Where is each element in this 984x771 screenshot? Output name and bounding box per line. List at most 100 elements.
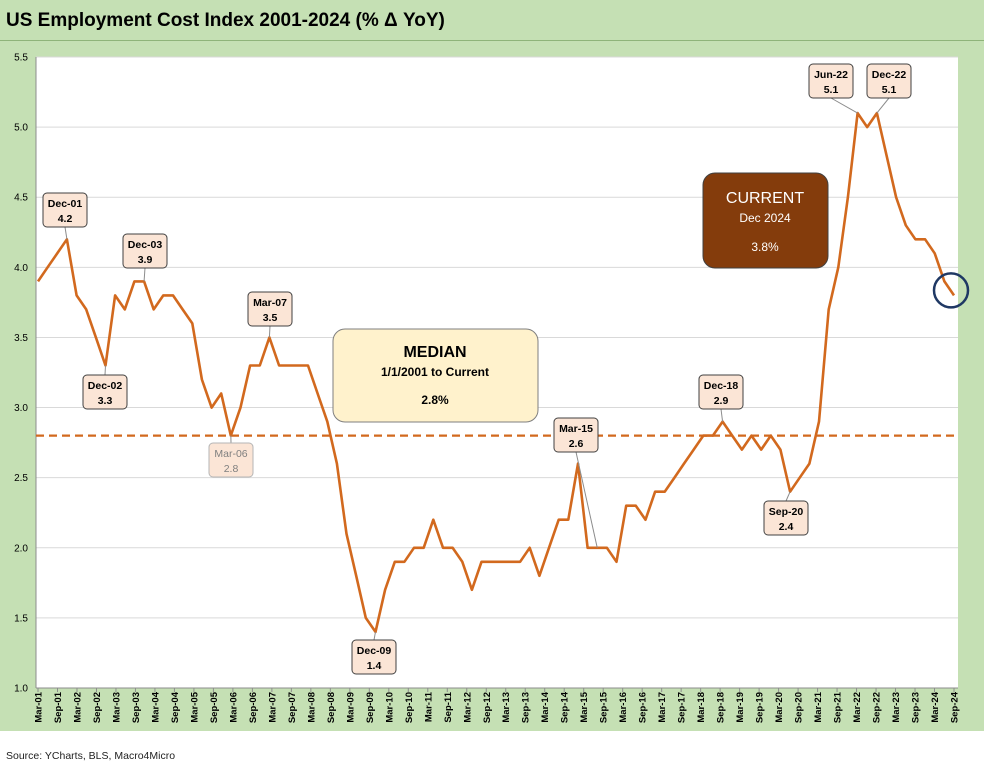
- callout-date: Dec-02: [88, 380, 123, 392]
- data-point: [394, 561, 396, 563]
- data-point: [413, 547, 415, 549]
- data-point: [442, 547, 444, 549]
- data-point: [924, 238, 926, 240]
- data-point: [914, 238, 916, 240]
- series-line: [36, 111, 956, 634]
- data-point: [432, 519, 434, 521]
- data-point: [847, 196, 849, 198]
- data-point: [500, 561, 502, 563]
- data-point: [316, 392, 318, 394]
- callout-label: Dec-18 2.9: [698, 374, 744, 422]
- data-point: [673, 476, 675, 478]
- x-tick-label: Mar-01: [34, 691, 45, 722]
- x-tick-label: Mar-24: [930, 691, 941, 722]
- callout-value: 2.4: [779, 521, 794, 533]
- x-tick-label: Sep-20: [794, 692, 805, 723]
- title-bar: US Employment Cost Index 2001-2024 (% Δ …: [0, 0, 984, 41]
- x-tick-label: Mar-23: [891, 692, 902, 723]
- callout-leader: [268, 325, 271, 338]
- data-point: [895, 196, 897, 198]
- callout-label: Sep-20 2.4: [763, 491, 809, 536]
- callout-label: Dec-09 1.4: [351, 631, 397, 675]
- data-point: [153, 308, 155, 310]
- data-point: [635, 505, 637, 507]
- x-tick-label: Mar-20: [774, 692, 785, 723]
- data-point: [345, 533, 347, 535]
- data-point: [866, 126, 868, 128]
- current-value-circle: [932, 272, 970, 309]
- data-point: [336, 462, 338, 464]
- callout-leader: [575, 451, 598, 548]
- data-point: [586, 547, 588, 549]
- data-point: [480, 561, 482, 563]
- data-point: [201, 378, 203, 380]
- callout-date: Mar-07: [253, 297, 287, 309]
- callout-label: Dec-03 3.9: [122, 233, 168, 282]
- chart-title: US Employment Cost Index 2001-2024 (% Δ …: [6, 10, 445, 31]
- current-box-heading: CURRENT: [726, 190, 804, 207]
- median-box: MEDIAN 1/1/2001 to Current 2.8%: [332, 328, 539, 423]
- callout-value: 5.1: [824, 84, 839, 96]
- x-tick-label: Sep-21: [833, 691, 844, 723]
- data-point: [239, 406, 241, 408]
- y-tick-label: 1.0: [14, 684, 28, 695]
- callout-box: [553, 417, 599, 453]
- callout-value: 2.9: [714, 395, 729, 407]
- data-point: [384, 589, 386, 591]
- x-tick-label: Sep-02: [92, 692, 103, 723]
- median-box-subheading: 1/1/2001 to Current: [381, 365, 489, 379]
- data-point: [770, 434, 772, 436]
- callout-label: Dec-22 5.1: [866, 63, 912, 114]
- median-box-rect: [332, 328, 539, 423]
- data-point: [731, 434, 733, 436]
- y-tick-label: 2.0: [14, 543, 28, 554]
- x-tick-label: Sep-03: [131, 692, 142, 723]
- median-box-heading: MEDIAN: [403, 344, 466, 361]
- callout-box: [122, 233, 168, 269]
- x-tick-label: Sep-18: [716, 692, 727, 723]
- callout-value: 2.6: [569, 438, 584, 450]
- x-tick-label: Sep-11: [443, 691, 454, 722]
- x-tick-label: Mar-07: [267, 692, 278, 723]
- x-tick-label: Mar-11: [423, 691, 434, 722]
- data-point: [538, 575, 540, 577]
- data-point: [461, 561, 463, 563]
- callout-leader: [373, 631, 376, 641]
- x-tick-label: Sep-10: [404, 692, 415, 723]
- callout-box: [698, 374, 744, 410]
- median-box-value: 2.8%: [421, 393, 449, 407]
- data-point: [422, 547, 424, 549]
- data-point: [664, 490, 666, 492]
- data-point: [490, 561, 492, 563]
- callout-box: [351, 639, 397, 675]
- callout-date: Dec-22: [872, 69, 907, 81]
- callout-value: 3.9: [138, 254, 153, 266]
- data-point: [162, 294, 164, 296]
- y-tick-label: 1.5: [14, 613, 28, 624]
- x-tick-label: Sep-24: [950, 691, 961, 723]
- x-tick-label: Mar-12: [462, 692, 473, 723]
- y-tick-label: 5.5: [14, 53, 28, 64]
- data-point: [741, 448, 743, 450]
- x-tick-label: Mar-18: [696, 692, 707, 723]
- callout-box: [247, 291, 293, 327]
- callout-leader: [720, 408, 724, 422]
- data-point: [37, 280, 39, 282]
- source-note: Source: YCharts, BLS, Macro4Micro: [6, 750, 176, 762]
- callout-label: Dec-02 3.3: [82, 365, 128, 410]
- callout-label: Mar-07 3.5: [247, 291, 293, 338]
- x-tick-label: Mar-10: [384, 692, 395, 723]
- current-box-subheading: Dec 2024: [739, 211, 791, 225]
- data-point: [181, 308, 183, 310]
- x-tick-label: Mar-13: [501, 692, 512, 723]
- callout-date: Sep-20: [769, 506, 804, 518]
- callout-date: Dec-09: [357, 645, 392, 657]
- callout-box: [208, 442, 254, 478]
- data-point: [818, 420, 820, 422]
- callout-box: [82, 374, 128, 410]
- x-tick-label: Sep-05: [209, 691, 220, 723]
- y-tick-label: 3.5: [14, 333, 28, 344]
- data-point: [210, 406, 212, 408]
- data-point: [278, 364, 280, 366]
- data-point: [451, 547, 453, 549]
